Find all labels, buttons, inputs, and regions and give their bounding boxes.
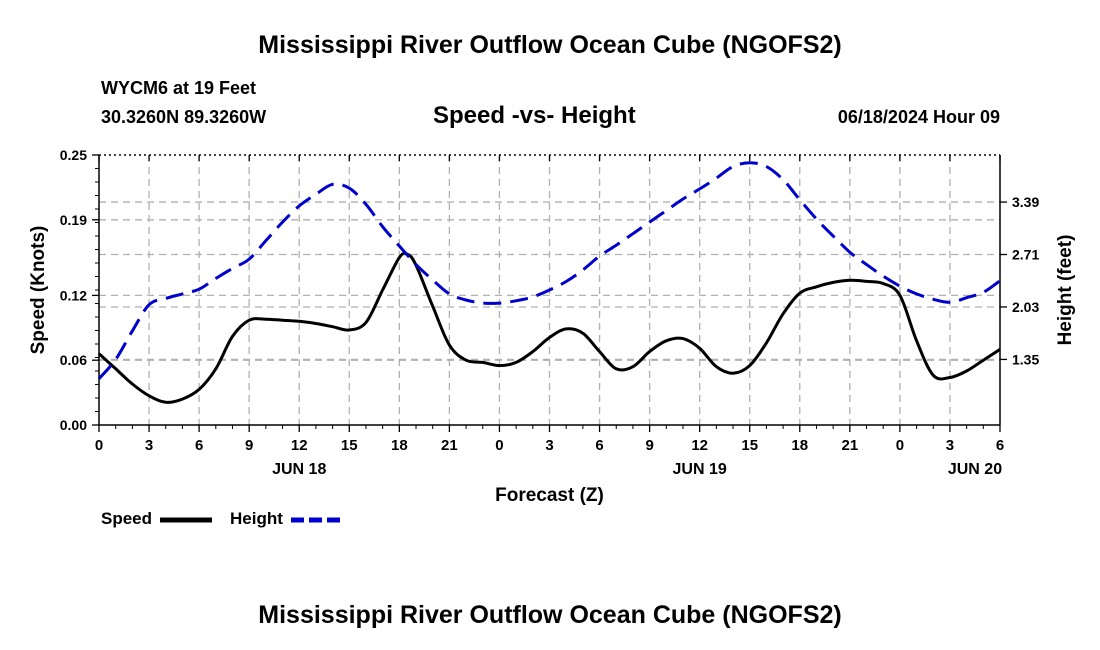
speed-series-line: [98, 251, 1001, 404]
y-right-tick-label: 2.71: [1012, 247, 1039, 263]
x-tick-label: 0: [896, 437, 904, 454]
y-tick-label: 0.00: [60, 417, 87, 433]
x-axis-label: Forecast (Z): [495, 485, 604, 506]
y-right-axis-label: Height (feet): [1055, 235, 1076, 346]
x-tick-label: 3: [545, 437, 553, 454]
station-label: WYCM6 at 19 Feet: [101, 78, 257, 98]
x-tick-label: 6: [996, 437, 1004, 454]
chart-subtitle: Speed -vs- Height: [433, 102, 636, 129]
x-tick-label: 6: [595, 437, 603, 454]
x-day-label: JUN 18: [272, 461, 326, 478]
legend-height-label: Height: [230, 509, 283, 528]
x-tick-label: 12: [691, 437, 708, 454]
x-day-label: JUN 20: [948, 461, 1002, 478]
chart-title: Mississippi River Outflow Ocean Cube (NG…: [258, 31, 842, 59]
y-right-tick-label: 3.39: [1012, 194, 1039, 210]
x-tick-label: 0: [95, 437, 103, 454]
y-tick-label: 0.12: [60, 287, 87, 303]
x-tick-label: 12: [291, 437, 308, 454]
x-tick-label: 15: [741, 437, 758, 454]
x-tick-label: 6: [195, 437, 203, 454]
x-tick-label: 18: [391, 437, 408, 454]
y-right-tick-label: 1.35: [1012, 351, 1039, 367]
coordinates-label: 30.3260N 89.3260W: [101, 107, 267, 127]
y-tick-label: 0.06: [60, 352, 87, 368]
x-tick-label: 9: [645, 437, 653, 454]
height-series-line: [97, 161, 1001, 380]
footer-title: Mississippi River Outflow Ocean Cube (NG…: [258, 601, 842, 629]
datetime-label: 06/18/2024 Hour 09: [837, 107, 1000, 127]
x-tick-label: 18: [791, 437, 808, 454]
x-tick-label: 15: [341, 437, 358, 454]
x-tick-label: 21: [841, 437, 858, 454]
x-day-label: JUN 19: [673, 461, 727, 478]
y-tick-label: 0.25: [60, 147, 87, 163]
y-tick-label: 0.19: [60, 212, 87, 228]
x-tick-label: 9: [245, 437, 253, 454]
x-tick-label: 0: [495, 437, 503, 454]
y-right-tick-label: 2.03: [1012, 299, 1039, 315]
x-tick-label: 3: [946, 437, 954, 454]
y-axis-label: Speed (Knots): [28, 226, 49, 355]
x-tick-label: 3: [145, 437, 153, 454]
legend-speed-label: Speed: [101, 509, 153, 528]
x-tick-label: 21: [441, 437, 458, 454]
